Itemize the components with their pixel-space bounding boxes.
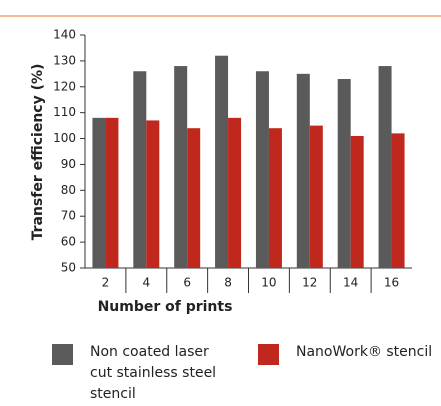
y-tick-label: 100 xyxy=(53,131,76,145)
bar xyxy=(255,71,269,268)
bar xyxy=(350,135,364,268)
bar xyxy=(146,120,160,268)
legend-swatch xyxy=(258,344,279,365)
y-tick-label: 110 xyxy=(53,105,76,119)
bar xyxy=(268,128,282,268)
bar xyxy=(296,73,310,268)
y-tick-label: 80 xyxy=(61,183,76,197)
legend-label: NanoWork® stencil xyxy=(296,344,433,360)
x-axis-label: Number of prints xyxy=(98,299,233,315)
bar xyxy=(215,55,229,268)
bar xyxy=(174,66,188,268)
bar xyxy=(92,117,106,268)
y-tick-label: 120 xyxy=(53,79,76,93)
bar xyxy=(133,71,147,268)
y-tick-label: 50 xyxy=(61,261,76,275)
bar xyxy=(378,66,392,268)
x-tick-label: 14 xyxy=(343,276,358,290)
bar xyxy=(228,117,242,268)
y-axis-label: Transfer efficiency (%) xyxy=(30,64,46,241)
bar xyxy=(105,117,119,268)
x-tick-label: 2 xyxy=(102,276,110,290)
x-tick-label: 4 xyxy=(142,276,150,290)
y-tick-label: 60 xyxy=(61,235,76,249)
x-tick-label: 12 xyxy=(302,276,317,290)
x-tick-label: 16 xyxy=(384,276,399,290)
x-tick-label: 10 xyxy=(261,276,276,290)
bar xyxy=(309,125,323,268)
y-tick-label: 140 xyxy=(53,28,76,42)
bar xyxy=(337,79,351,268)
y-tick-label: 90 xyxy=(61,157,76,171)
bar xyxy=(187,128,201,268)
bar xyxy=(391,133,405,268)
x-tick-label: 6 xyxy=(183,276,191,290)
x-tick-label: 8 xyxy=(224,276,232,290)
y-tick-label: 70 xyxy=(61,209,76,223)
legend-swatch xyxy=(52,344,73,365)
y-tick-label: 130 xyxy=(53,53,76,67)
legend-label: Non coated laser cut stainless steel ste… xyxy=(90,344,217,402)
